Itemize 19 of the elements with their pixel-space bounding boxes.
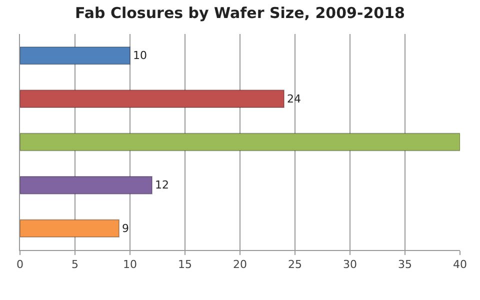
data-label: 24: [287, 92, 301, 106]
data-label: 9: [122, 222, 129, 235]
bar: [20, 90, 284, 108]
chart-title: Fab Closures by Wafer Size, 2009-2018: [75, 4, 405, 22]
x-tick-label: 10: [123, 258, 137, 272]
data-label: 10: [133, 49, 147, 62]
x-tick-label: 20: [233, 258, 247, 272]
x-tick-label: 15: [178, 258, 192, 272]
x-tick-label: 40: [453, 258, 467, 272]
bar: [20, 219, 120, 238]
x-tick-label: 5: [72, 258, 78, 272]
bar: [20, 46, 130, 65]
x-tick-label: 30: [343, 258, 357, 272]
x-tick-label: 35: [398, 258, 412, 272]
bar: [20, 132, 460, 152]
x-tick-label: 0: [16, 258, 24, 272]
bar: [20, 176, 152, 194]
x-tick-label: 25: [288, 258, 302, 272]
data-label: 12: [155, 178, 169, 192]
